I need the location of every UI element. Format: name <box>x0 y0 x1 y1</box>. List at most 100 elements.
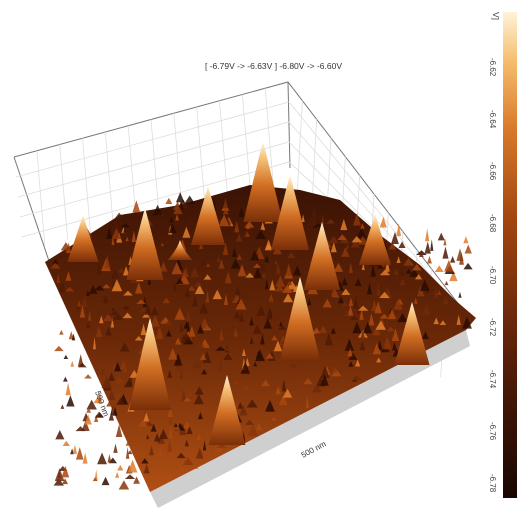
terrain-bump <box>433 317 440 325</box>
terrain-bump <box>301 214 305 223</box>
terrain-bump <box>273 340 283 352</box>
terrain-bump <box>260 333 265 345</box>
terrain-bump <box>101 368 105 375</box>
terrain-bump <box>444 280 449 286</box>
terrain-bump <box>368 313 375 326</box>
terrain-bump <box>152 204 163 216</box>
terrain-bump <box>244 221 255 228</box>
terrain-bump <box>116 397 126 405</box>
terrain-bump <box>179 366 184 379</box>
colorbar-tick-label: -6.74 <box>488 370 497 389</box>
terrain-bump <box>271 335 278 341</box>
terrain-bump <box>281 284 293 293</box>
terrain-bump <box>348 297 354 306</box>
terrain-bump <box>188 325 196 337</box>
terrain-bump <box>110 269 120 279</box>
terrain-bump <box>54 468 65 482</box>
terrain-bump <box>253 361 258 367</box>
colorbar-gradient <box>503 12 517 498</box>
terrain-bump <box>359 341 366 351</box>
terrain-bump <box>278 394 288 406</box>
terrain-bump <box>375 320 387 330</box>
terrain-bump <box>337 234 348 241</box>
terrain-bump <box>199 317 210 330</box>
terrain-bump <box>331 369 342 377</box>
terrain-bump <box>286 280 298 290</box>
grid-line <box>59 144 69 240</box>
terrain-bump <box>425 288 431 294</box>
grid-line <box>36 150 46 246</box>
terrain-bump <box>173 280 177 292</box>
terrain-bump <box>354 277 362 286</box>
terrain-bump <box>330 327 336 334</box>
terrain-bump <box>113 361 122 372</box>
terrain-bump <box>255 349 265 362</box>
terrain-bump <box>86 399 97 410</box>
terrain-bump <box>95 327 103 337</box>
terrain-bump <box>385 259 390 272</box>
terrain-bump <box>396 256 401 264</box>
terrain-bump <box>274 285 285 292</box>
colorbar-tick-label: -6.62 <box>488 58 497 77</box>
terrain-bump <box>350 238 360 248</box>
terrain-bump <box>56 273 60 283</box>
terrain-bump <box>353 295 359 309</box>
terrain-bump <box>463 262 473 270</box>
terrain-bump <box>183 321 190 329</box>
terrain-bump <box>194 281 203 287</box>
terrain-bump <box>347 347 353 357</box>
terrain-bump <box>442 246 449 259</box>
x-axis-label: 500 nm <box>300 439 328 460</box>
colorbar-tick-label: -6.66 <box>488 162 497 181</box>
terrain-bump <box>176 452 186 459</box>
terrain-bump <box>222 242 229 255</box>
terrain-bump <box>200 353 207 360</box>
terrain-bump <box>372 342 382 355</box>
terrain-bump <box>293 265 302 276</box>
terrain-bump <box>442 295 449 305</box>
terrain-bump <box>253 267 262 279</box>
terrain-bump <box>240 361 251 374</box>
terrain-bump <box>379 216 387 228</box>
terrain-bump <box>124 474 136 480</box>
terrain-bump <box>108 410 115 421</box>
terrain-bump <box>462 316 472 329</box>
terrain-bump <box>65 382 71 396</box>
terrain-bump <box>250 250 259 261</box>
terrain-bump <box>143 463 150 474</box>
terrain-bump <box>184 287 191 298</box>
terrain-bump <box>422 303 431 315</box>
terrain-bump <box>113 443 118 453</box>
terrain-bump <box>319 325 328 334</box>
colorbar-ticks: -6.62 -6.64 -6.66 -6.68 -6.70 -6.72 -6.74 -6.76… <box>488 58 497 493</box>
terrain-bump <box>261 272 267 278</box>
grid-line <box>17 121 459 313</box>
grid-line <box>15 101 459 310</box>
terrain-bump <box>62 376 68 382</box>
terrain-bump <box>231 380 242 385</box>
terrain-bump <box>285 263 292 276</box>
terrain-bump <box>135 282 143 294</box>
terrain-bump <box>216 442 226 448</box>
terrain-bump <box>312 327 321 334</box>
terrain-bump <box>464 244 472 254</box>
terrain-bump <box>255 422 263 431</box>
terrain-bump <box>102 295 109 303</box>
terrain-bump <box>123 228 127 233</box>
terrain-bump <box>203 274 212 280</box>
terrain-bump <box>147 276 152 285</box>
terrain-bump <box>184 195 196 204</box>
terrain-bump <box>240 385 252 391</box>
terrain-bump <box>376 357 382 363</box>
terrain-bump <box>159 261 168 272</box>
terrain-bump <box>200 259 206 266</box>
terrain-bump <box>181 389 187 402</box>
terrain-bump <box>111 279 123 292</box>
surface-peak <box>67 215 99 262</box>
terrain-bump <box>195 338 205 351</box>
terrain-bump <box>268 293 274 302</box>
terrain-bump <box>348 262 353 273</box>
grid-line <box>296 100 303 191</box>
terrain-bump <box>222 208 229 215</box>
